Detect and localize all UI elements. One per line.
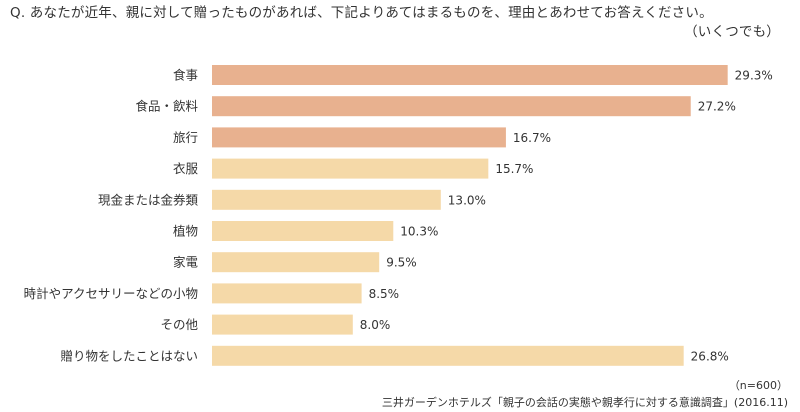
category-label: 家電: [173, 255, 199, 270]
value-label: 29.3%: [735, 69, 773, 83]
bar: [212, 189, 441, 210]
category-label: 食品・飲料: [135, 99, 198, 114]
value-label: 16.7%: [513, 131, 551, 145]
value-label: 27.2%: [698, 100, 736, 114]
value-label: 15.7%: [495, 162, 533, 176]
category-label: 現金または金券類: [98, 192, 199, 207]
category-label: その他: [160, 317, 198, 332]
question-text: Q. あなたが近年、親に対して贈ったものがあれば、下記よりあてはまるものを、理由…: [10, 4, 790, 42]
bar: [212, 252, 380, 273]
value-label: 13.0%: [448, 193, 486, 207]
bar: [212, 127, 506, 148]
value-label: 8.0%: [360, 318, 391, 332]
bar: [212, 221, 394, 241]
question-line-2: （いくつでも）: [684, 24, 780, 40]
value-label: 9.5%: [386, 256, 417, 270]
category-label: 食事: [173, 68, 198, 83]
category-label: 時計やアクセサリーなどの小物: [24, 286, 198, 301]
sample-size-note: （n=600）: [728, 379, 788, 392]
bar: [212, 158, 489, 179]
bar: [212, 314, 353, 335]
value-label: 8.5%: [369, 287, 400, 301]
source-note: 三井ガーデンホテルズ「親子の会話の実態や親孝行に対する意識調査」(2016.11…: [381, 396, 788, 409]
category-label: 旅行: [173, 130, 198, 145]
category-label: 植物: [173, 224, 198, 239]
bar: [212, 96, 691, 117]
value-label: 26.8%: [691, 349, 729, 363]
category-label: 衣服: [173, 161, 199, 176]
value-label: 10.3%: [400, 225, 438, 239]
bar: [212, 283, 362, 304]
bar: [212, 65, 728, 85]
question-line-1: Q. あなたが近年、親に対して贈ったものがあれば、下記よりあてはまるものを、理由…: [10, 5, 713, 21]
category-label: 贈り物をしたことはない: [60, 348, 198, 363]
bar: [212, 345, 684, 366]
